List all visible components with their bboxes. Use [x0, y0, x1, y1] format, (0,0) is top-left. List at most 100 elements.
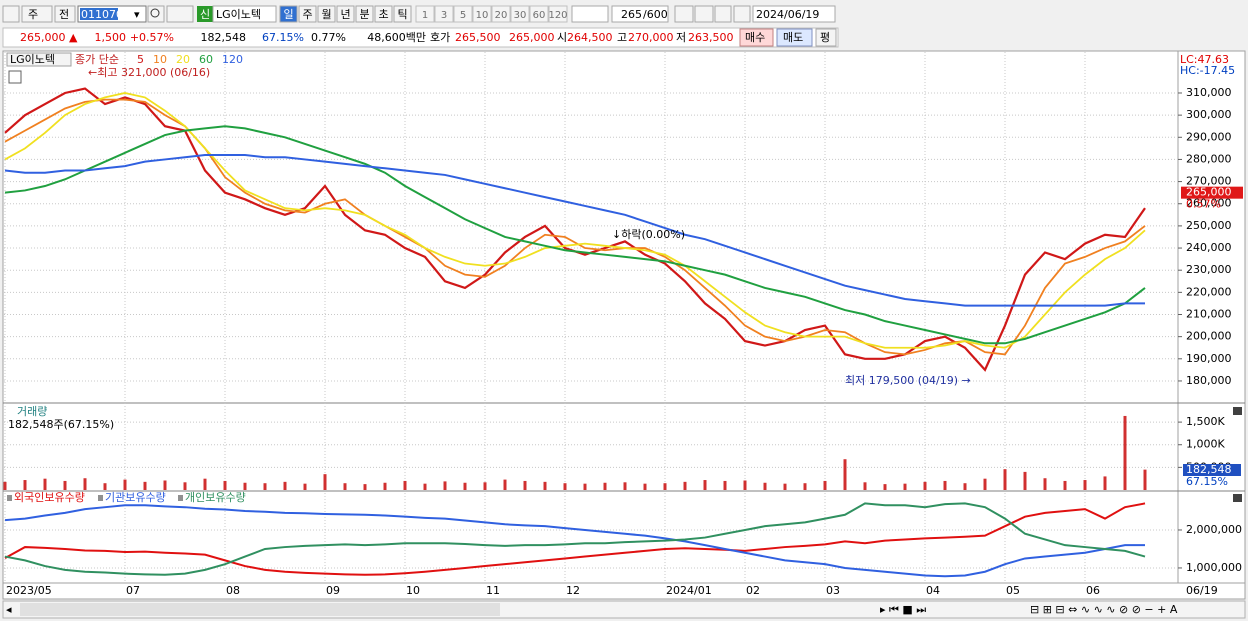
interval-button[interactable] — [472, 5, 492, 23]
volume-bar — [243, 482, 247, 490]
legend-prefix: 종가 단순 — [75, 53, 119, 66]
y-tick-label: 190,000 — [1186, 352, 1232, 365]
series-line — [4, 154, 1145, 307]
sell-button[interactable] — [776, 28, 813, 47]
interval-button[interactable] — [529, 5, 549, 23]
volume-bar — [63, 480, 67, 490]
menu-button[interactable] — [2, 5, 20, 23]
interval-button[interactable] — [548, 5, 568, 23]
interval-select[interactable] — [571, 5, 609, 23]
interval-label: 3 — [441, 10, 447, 21]
volume-bar — [983, 478, 987, 490]
volume-bar — [323, 474, 327, 490]
y-tick-label: 210,000 — [1186, 308, 1232, 321]
last-price: 265,000 — [1186, 186, 1232, 199]
period-label: 초 — [378, 8, 388, 21]
volume-title: 거래량 — [17, 405, 47, 418]
buy-button[interactable] — [739, 28, 774, 47]
legend-entry: 60 — [199, 53, 213, 66]
interval-button[interactable] — [415, 5, 435, 23]
interval-button[interactable] — [434, 5, 454, 23]
volume-bar — [563, 483, 567, 490]
panel-close[interactable] — [1233, 407, 1242, 415]
series-line — [4, 504, 1145, 578]
volume-bar — [223, 480, 227, 490]
volume-bar — [3, 481, 7, 490]
volume-bar — [403, 480, 407, 490]
avg-button[interactable] — [815, 28, 837, 47]
volume-bar — [1143, 469, 1147, 490]
ask: 265,500 — [455, 31, 501, 44]
volume-bar — [723, 480, 727, 490]
volume-bar — [523, 480, 527, 490]
volume-bar — [103, 483, 107, 490]
series-line — [4, 502, 1146, 576]
turnover: 0.77% — [311, 31, 346, 44]
volume-bar — [83, 478, 87, 490]
drop-annotation: ↓하락(0.00%) — [612, 227, 685, 241]
x-tick-label: 06 — [1086, 584, 1100, 597]
x-tick-label: 10 — [406, 584, 420, 597]
x-last-date: 06/19 — [1186, 584, 1218, 597]
period-button[interactable] — [298, 5, 317, 23]
period-button[interactable] — [279, 5, 298, 23]
volume-bar — [543, 481, 547, 490]
legend-entry: 120 — [222, 53, 243, 66]
x-tick-label: 2024/01 — [666, 584, 712, 597]
sound-button[interactable] — [166, 5, 194, 23]
interval-button[interactable] — [491, 5, 511, 23]
y-tick-label: 180,000 — [1186, 374, 1232, 387]
tool-icons[interactable]: ⊟ ⊞ ⊟ ⇔ ∿ ∿ ∿ ⊘ ⊘ − + A — [1030, 603, 1178, 616]
interval-button[interactable] — [453, 5, 473, 23]
period-button[interactable] — [374, 5, 393, 23]
volume-last-box — [1183, 464, 1241, 476]
scroll-left[interactable]: ◂ — [6, 603, 12, 616]
code-highlight — [80, 8, 118, 20]
volume-bar — [703, 480, 707, 490]
volume-bar — [803, 483, 807, 490]
y-tick-label: 300,000 — [1186, 108, 1232, 121]
change-rate: +0.57% — [130, 31, 174, 44]
volume-bar — [823, 480, 827, 490]
date-value: 2024/06/19 — [756, 8, 819, 21]
save-button[interactable] — [714, 5, 732, 23]
x-tick-label: 05 — [1006, 584, 1020, 597]
high-label: 고 — [617, 31, 627, 44]
search-button[interactable] — [147, 5, 165, 23]
table-toggle[interactable] — [8, 70, 22, 84]
period-select[interactable] — [21, 5, 53, 23]
period-label: 일 — [283, 7, 293, 21]
count-field[interactable] — [611, 5, 669, 23]
settings-button[interactable] — [733, 5, 751, 23]
tool-button[interactable] — [674, 5, 694, 23]
period-button[interactable] — [336, 5, 355, 23]
volume-bar — [383, 482, 387, 490]
tool-button[interactable] — [694, 5, 714, 23]
prev-button[interactable] — [54, 5, 76, 23]
volume-bar — [783, 483, 787, 490]
volume-bar — [603, 482, 607, 490]
volume-ratio: 67.15% — [262, 31, 304, 44]
interval-label: 5 — [460, 10, 466, 21]
period-button[interactable] — [393, 5, 412, 23]
x-axis-area — [2, 582, 1246, 600]
volume-bar — [683, 481, 687, 490]
period-button[interactable] — [355, 5, 374, 23]
period-button[interactable] — [317, 5, 336, 23]
volume-bar — [743, 480, 747, 490]
series-line — [4, 502, 1146, 576]
panel-close[interactable] — [1233, 494, 1242, 502]
volume-bar — [1063, 480, 1067, 490]
date-field[interactable] — [752, 5, 836, 23]
scroll-thumb[interactable] — [20, 603, 500, 616]
code-text: 011070 — [81, 8, 123, 21]
dropdown-arrow[interactable]: ▾ — [134, 8, 140, 21]
count-value: 265 — [621, 8, 642, 21]
interval-button[interactable] — [510, 5, 530, 23]
legend-swatch — [98, 495, 103, 501]
y-tick-label: 1,000K — [1186, 438, 1225, 451]
nav-buttons[interactable]: ▸ ⏮ ■ ⏭ — [880, 603, 926, 616]
legend-entry: 외국인보유수량 — [14, 491, 85, 504]
volume-bar — [643, 483, 647, 490]
